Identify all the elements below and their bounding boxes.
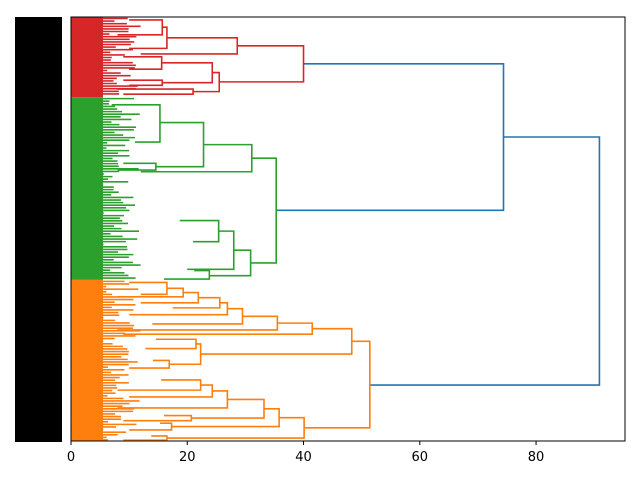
dendrogram-link [129, 359, 171, 369]
plot-frame [70, 16, 626, 442]
dendrogram-link [171, 407, 280, 428]
dendrogram-link [129, 422, 173, 431]
x-tick-label: 40 [295, 450, 312, 465]
dendrogram-link [140, 291, 200, 304]
dendrogram-link [123, 435, 168, 441]
dendrogram-link [193, 71, 221, 93]
dendrogram-link [191, 398, 265, 419]
dendrogram-link [200, 327, 353, 355]
dendrogram-link [123, 322, 314, 335]
x-axis: 0 20 40 60 80 [67, 441, 544, 465]
dendrogram-link [152, 307, 244, 325]
dendrogram-links [111, 19, 601, 441]
dendrogram-link [304, 340, 371, 429]
dendrogram-link [117, 287, 184, 298]
leaf-labels [15, 17, 62, 442]
x-tick-label: 20 [179, 450, 196, 465]
dendrogram-link [129, 281, 168, 296]
dendrogram-link [117, 19, 164, 36]
dendrogram-link [250, 157, 278, 264]
dendrogram-link [179, 219, 220, 243]
dendrogram-link [369, 136, 601, 386]
dendrogram-link [155, 121, 205, 168]
dendrogram-link [169, 343, 202, 366]
dendrogram-link [117, 162, 157, 171]
dendrogram-link [140, 36, 239, 55]
x-tick-label: 0 [67, 450, 75, 465]
dendrogram-link [219, 45, 305, 83]
dendrogram-link [123, 56, 163, 70]
dendrogram-link [172, 296, 221, 309]
dendrogram-link [129, 301, 229, 316]
dendrogram-link [145, 338, 197, 350]
dendrogram-link [209, 249, 252, 277]
dendrogram-link [187, 230, 235, 271]
dendrogram-link [166, 416, 305, 439]
dendrogram-link [164, 269, 211, 280]
leaf-fringe [71, 17, 141, 441]
dendrogram-link [276, 63, 505, 212]
dendrogram-link [129, 384, 214, 398]
dendrogram-link [111, 103, 161, 143]
dendrogram-link [117, 379, 202, 391]
dendrogram-link [117, 88, 194, 95]
dendrogram-link [123, 79, 164, 87]
dendrogram-link [161, 61, 214, 84]
dendrogram-link [140, 143, 253, 173]
x-tick-label: 60 [412, 450, 429, 465]
dendrogram-link [129, 26, 168, 50]
dendrogram-link [117, 390, 229, 409]
x-tick-label: 80 [528, 450, 545, 465]
dendrogram-link [117, 315, 279, 331]
dendrogram-link [123, 414, 193, 422]
